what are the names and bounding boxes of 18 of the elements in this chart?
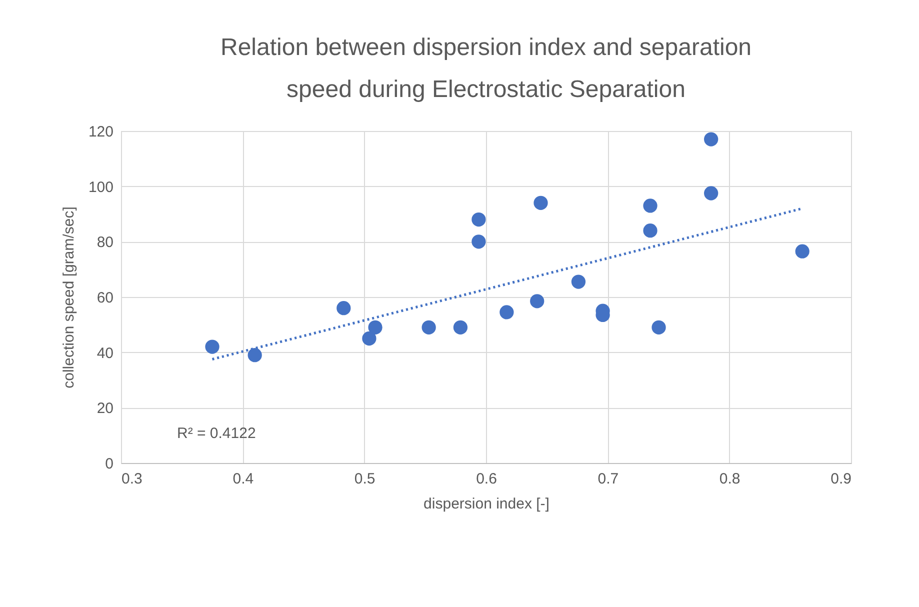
x-tick-label: 0.4 xyxy=(232,470,254,488)
y-axis-title: collection speed [gram/sec] xyxy=(60,206,78,388)
annotation: R² = 0.4122 xyxy=(177,425,256,442)
y-tick-label: 80 xyxy=(96,234,114,252)
y-tick-label: 120 xyxy=(88,124,114,140)
x-tick-label: 0.6 xyxy=(476,470,497,488)
x-tick-label: 0.7 xyxy=(598,470,619,488)
y-tick-label: 0 xyxy=(105,456,114,472)
x-axis-title: dispersion index [-] xyxy=(424,496,550,512)
x-tick-label: 0.9 xyxy=(830,470,852,488)
x-tick-label: 0.3 xyxy=(122,470,142,488)
y-tick-label: 100 xyxy=(88,178,114,196)
x-tick-label: 0.5 xyxy=(354,470,376,488)
y-tick-label: 60 xyxy=(96,290,114,306)
x-tick-label: 0.8 xyxy=(719,470,740,488)
y-tick-label: 40 xyxy=(96,344,114,362)
chart-title: Relation between dispersion index and separation speed during Electrostatic Separation xyxy=(220,34,752,103)
y-tick-label: 20 xyxy=(96,400,114,418)
